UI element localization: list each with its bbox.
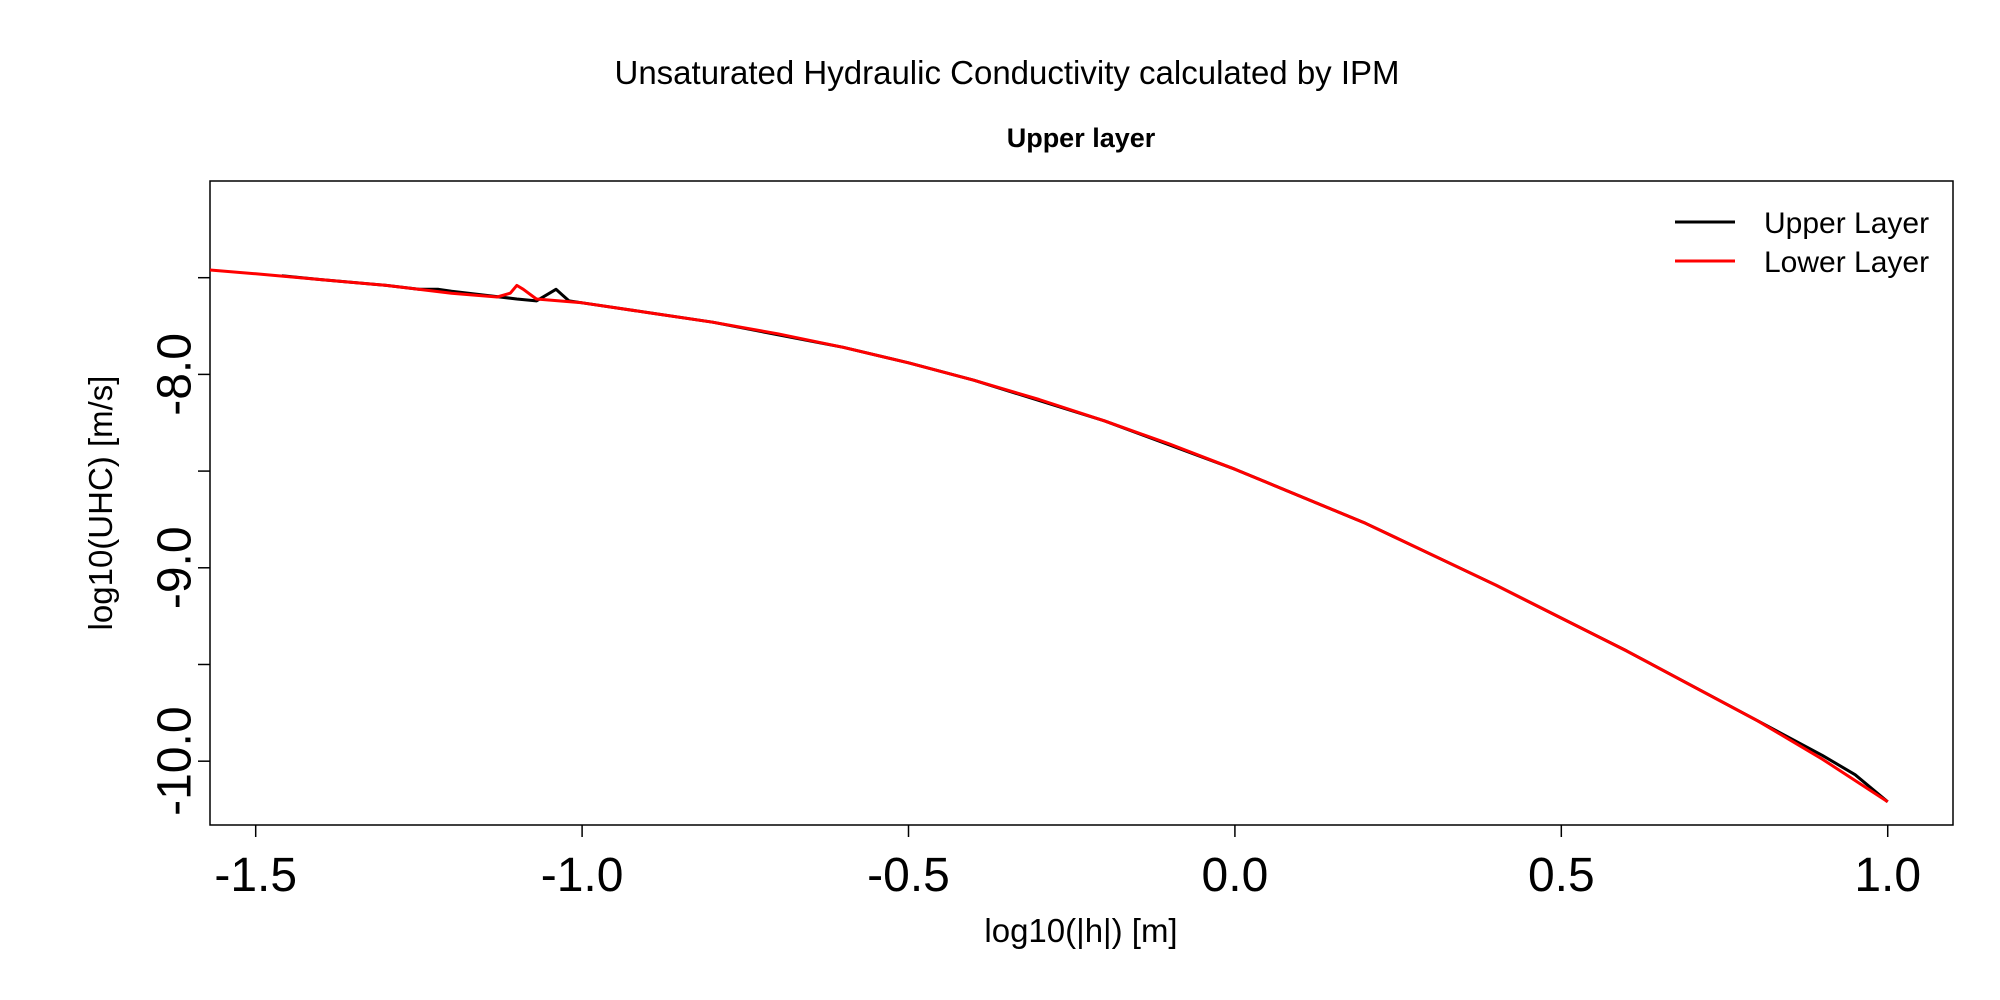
x-tick-label: 0.0: [1202, 849, 1269, 902]
series-line-lower-layer: [209, 268, 1889, 804]
chart-title: Unsaturated Hydraulic Conductivity calcu…: [614, 54, 1399, 91]
series-layer: [209, 268, 1889, 804]
x-tick-label: -1.5: [214, 849, 297, 902]
series-line-upper-layer: [281, 274, 1889, 803]
x-tick-label: -0.5: [867, 849, 950, 902]
x-tick-label: -1.0: [541, 849, 624, 902]
x-tick-label: 0.5: [1528, 849, 1595, 902]
x-axis: -1.5 -1.0 -0.5 0.0 0.5 1.0: [214, 825, 1921, 902]
legend: Upper Layer Lower Layer: [1675, 207, 1929, 279]
y-axis-label: log10(UHC) [m/s]: [82, 376, 119, 631]
legend-label-lower-layer: Lower Layer: [1764, 246, 1929, 279]
plot-area-frame: [209, 180, 1954, 826]
legend-label-upper-layer: Upper Layer: [1764, 207, 1929, 240]
x-tick-label: 1.0: [1854, 849, 1921, 902]
y-axis: -10.0 -9.0 -8.0: [149, 276, 210, 816]
y-tick-label: -8.0: [149, 333, 202, 416]
chart-subtitle: Upper layer: [1007, 123, 1156, 153]
y-tick-label: -10.0: [149, 706, 202, 815]
y-tick-label: -9.0: [149, 526, 202, 609]
x-axis-label: log10(|h|) [m]: [984, 912, 1177, 949]
